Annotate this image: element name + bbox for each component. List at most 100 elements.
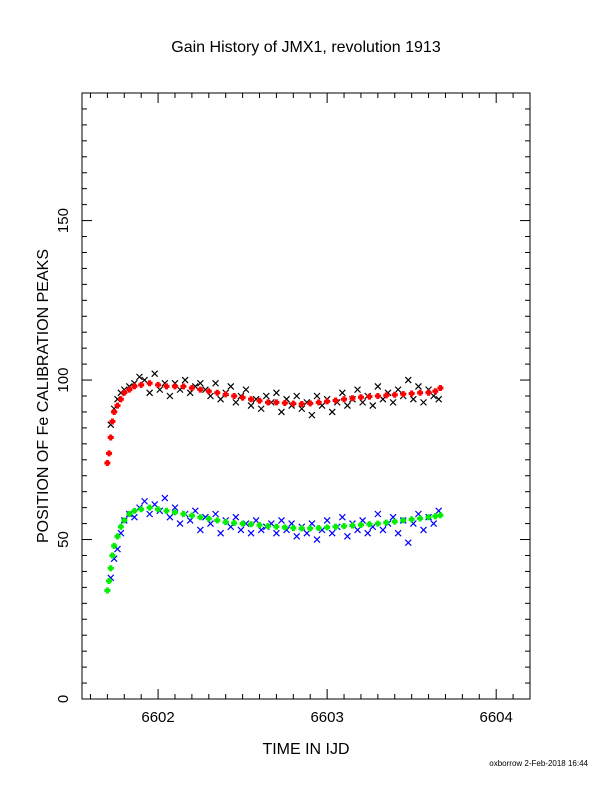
data-point xyxy=(404,376,412,384)
data-point xyxy=(126,511,133,518)
data-point xyxy=(272,529,280,537)
data-point xyxy=(430,520,438,528)
axis-ticks: 0 50 100 150 6602 6603 6604 xyxy=(55,92,531,726)
data-point xyxy=(417,515,424,522)
data-point xyxy=(180,511,187,518)
y-tick-label: 150 xyxy=(55,208,72,233)
data-point xyxy=(323,516,331,524)
data-point xyxy=(366,393,373,400)
data-point xyxy=(315,525,322,532)
data-point xyxy=(293,392,301,400)
data-point xyxy=(121,389,128,396)
data-point xyxy=(248,521,255,528)
data-point xyxy=(408,390,415,397)
data-point xyxy=(307,400,314,407)
data-point xyxy=(313,392,321,400)
data-point xyxy=(196,379,204,387)
data-point xyxy=(374,383,382,390)
data-point xyxy=(278,516,285,524)
data-point xyxy=(357,394,364,401)
data-point xyxy=(414,383,422,390)
data-point xyxy=(146,380,153,387)
data-point xyxy=(394,529,402,537)
data-point xyxy=(227,383,235,390)
data-point xyxy=(264,399,271,406)
data-point xyxy=(343,402,351,409)
data-point xyxy=(180,383,187,390)
data-point xyxy=(212,510,219,518)
data-point xyxy=(391,391,398,398)
x-axis-label: TIME IN IJD xyxy=(262,741,349,758)
data-point xyxy=(420,526,427,534)
data-point xyxy=(188,512,195,519)
data-point xyxy=(281,524,288,531)
chart-title: Gain History of JMX1, revolution 1913 xyxy=(171,39,441,56)
data-point xyxy=(425,514,432,521)
data-point xyxy=(307,525,314,532)
data-point xyxy=(313,536,321,543)
data-point xyxy=(343,532,351,540)
data-point xyxy=(432,388,439,395)
x-tick-label: 6602 xyxy=(141,709,174,726)
data-point xyxy=(214,389,221,396)
data-point xyxy=(425,389,432,396)
data-point xyxy=(217,395,225,403)
data-point xyxy=(256,522,263,529)
data-point xyxy=(349,395,356,402)
data-point xyxy=(379,526,387,534)
series-0 xyxy=(107,370,443,429)
data-point xyxy=(232,398,240,406)
data-point xyxy=(256,397,263,404)
data-point xyxy=(117,523,124,530)
data-point xyxy=(104,587,111,594)
data-point xyxy=(107,565,114,572)
data-point xyxy=(197,386,204,393)
data-point xyxy=(171,504,179,512)
data-point xyxy=(341,523,348,530)
x-tick-label: 6604 xyxy=(480,709,513,726)
data-point xyxy=(281,400,288,407)
data-point xyxy=(417,389,424,396)
data-point xyxy=(114,533,121,540)
data-point xyxy=(146,389,154,397)
data-point xyxy=(324,524,331,531)
data-point xyxy=(155,381,162,388)
data-point xyxy=(121,517,128,524)
data-point xyxy=(138,381,145,388)
data-point xyxy=(293,532,301,540)
data-point xyxy=(197,514,204,521)
data-point xyxy=(248,396,255,403)
data-point xyxy=(374,393,381,399)
data-point xyxy=(166,392,174,400)
data-point xyxy=(151,370,159,378)
data-point xyxy=(324,398,331,405)
data-point xyxy=(163,507,170,514)
data-point xyxy=(146,510,154,518)
data-point xyxy=(247,529,255,537)
data-point xyxy=(357,521,364,528)
data-point xyxy=(231,393,238,399)
data-point xyxy=(359,398,367,406)
data-point xyxy=(315,399,322,406)
data-point xyxy=(237,526,245,534)
data-point xyxy=(374,520,381,527)
data-point xyxy=(364,529,372,537)
data-point xyxy=(171,509,178,516)
data-point xyxy=(308,411,316,419)
data-point xyxy=(138,506,145,513)
data-point xyxy=(369,402,377,409)
data-point xyxy=(109,418,116,425)
data-point xyxy=(205,515,212,522)
data-point xyxy=(126,386,133,393)
data-point xyxy=(231,519,238,526)
data-point xyxy=(400,517,407,524)
data-point xyxy=(420,398,427,406)
data-point xyxy=(383,392,390,399)
data-point xyxy=(176,520,184,528)
data-point xyxy=(298,400,305,407)
data-point xyxy=(409,395,417,403)
data-point xyxy=(188,385,195,392)
data-point xyxy=(338,389,346,397)
data-point xyxy=(374,510,382,518)
